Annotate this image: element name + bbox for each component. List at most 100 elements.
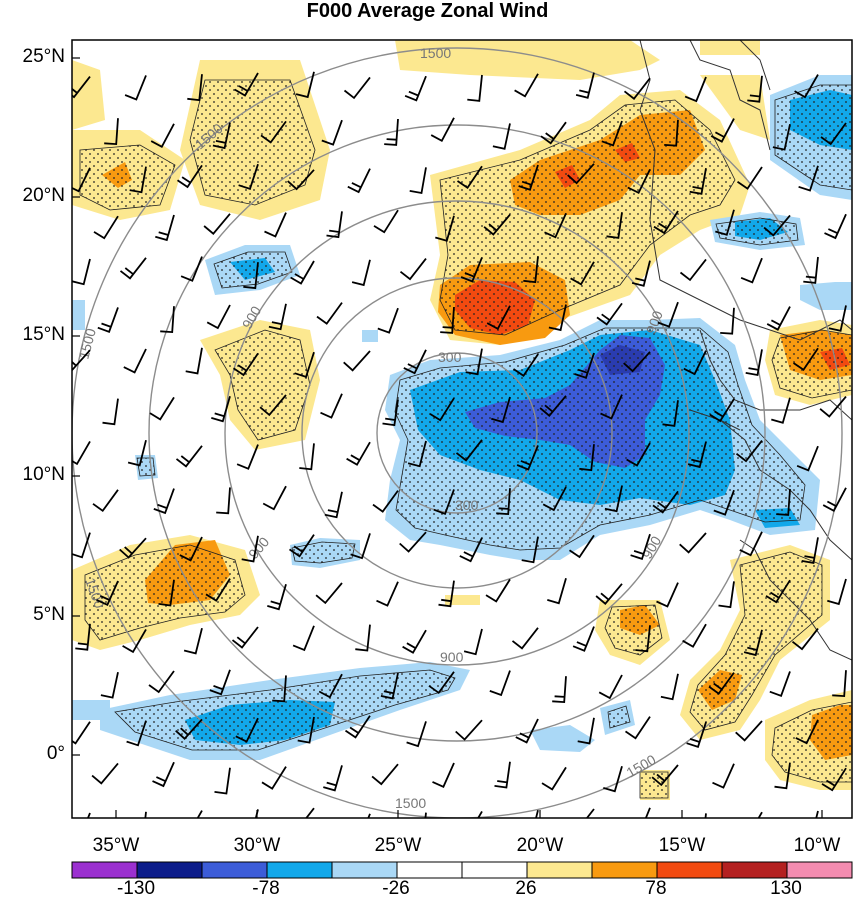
colorbar-label: -26 — [382, 878, 410, 899]
lat-label: 25°N — [22, 46, 65, 67]
wind-barb — [544, 213, 567, 239]
wind-barb — [736, 166, 763, 190]
wind-barb — [212, 122, 231, 150]
wind-barb — [343, 350, 371, 372]
wind-barb — [708, 672, 735, 695]
plot-area: 300 300 900 900 900 900 900 1500 1500 15… — [72, 40, 852, 818]
wind-barb — [735, 440, 763, 463]
wind-barb — [315, 582, 343, 605]
wind-barb — [261, 766, 287, 790]
ring-label-300-bottom: 300 — [455, 497, 479, 513]
wind-barb — [72, 721, 91, 745]
wind-barb — [259, 394, 287, 417]
wind-barb — [542, 486, 567, 512]
wind-barb — [720, 307, 735, 335]
wind-barb — [548, 304, 567, 332]
range-ring-labels: 300 300 900 900 900 900 900 1500 1500 15… — [75, 45, 665, 811]
wind-barb — [601, 120, 623, 147]
wind-barb — [297, 716, 315, 744]
wind-barb — [795, 719, 819, 745]
wind-barb — [689, 168, 707, 195]
wind-barb — [241, 535, 259, 563]
wind-barb — [579, 444, 595, 472]
wind-barb — [214, 767, 231, 795]
wind-barb — [740, 257, 763, 284]
wind-barb — [355, 624, 371, 652]
range-ring-900 — [224, 200, 690, 666]
wind-barb — [715, 209, 735, 236]
wind-barb — [232, 352, 259, 377]
wind-barb — [380, 672, 399, 700]
wind-barb — [570, 261, 595, 286]
lon-label: 35°W — [92, 835, 140, 856]
wind-barb — [97, 307, 119, 333]
wind-barb — [521, 536, 539, 564]
wind-barb — [486, 305, 511, 331]
wind-barb — [440, 306, 455, 334]
wind-barb — [124, 75, 147, 101]
wind-barb — [772, 124, 791, 151]
wind-barb — [627, 169, 651, 195]
wind-barb — [552, 676, 567, 704]
wind-barb — [739, 531, 763, 557]
wind-barb — [606, 212, 623, 239]
wind-barb — [660, 673, 679, 701]
wind-barb — [267, 583, 287, 611]
wind-barb — [796, 445, 819, 472]
wind-barb — [92, 489, 119, 513]
wind-barb — [404, 75, 427, 102]
lon-label: 15°W — [658, 835, 706, 856]
lat-label: 10°N — [22, 464, 65, 485]
wind-barb — [175, 445, 203, 468]
wind-barb — [644, 807, 651, 818]
wind-barb — [514, 73, 539, 98]
wind-barb — [428, 671, 455, 695]
wind-barb — [686, 721, 707, 749]
wind-barb — [347, 168, 371, 194]
wind-barb — [183, 627, 203, 655]
wind-barb — [399, 258, 427, 281]
lon-label: 30°W — [233, 835, 281, 856]
wind-barb — [568, 534, 595, 559]
wind-barb — [820, 122, 847, 146]
wind-barb — [743, 629, 763, 657]
wind-barb — [216, 487, 231, 515]
wind-barb — [75, 623, 91, 651]
wind-barb — [465, 348, 483, 376]
wind-barb — [712, 763, 735, 789]
wind-barb — [175, 718, 203, 740]
wind-barb — [516, 445, 539, 471]
wind-barb — [776, 488, 791, 516]
wind-barb — [766, 306, 791, 331]
colorbar-box — [266, 861, 333, 879]
wind-barb — [344, 715, 371, 739]
wind-barb — [769, 671, 791, 697]
wind-barb — [152, 761, 175, 788]
wind-barb — [651, 764, 679, 787]
wind-barb — [316, 302, 343, 325]
wind-barb — [684, 76, 707, 103]
wind-barb — [713, 489, 735, 516]
wind-barb — [821, 767, 847, 792]
wind-barb — [623, 351, 651, 373]
wind-barb — [149, 396, 175, 421]
lat-label: 15°N — [22, 324, 65, 345]
wind-barb — [384, 118, 399, 146]
wind-barb — [93, 215, 119, 240]
wind-barb — [635, 625, 651, 653]
wind-barb — [293, 807, 315, 818]
wind-barb — [377, 307, 399, 334]
wind-barb — [596, 302, 623, 326]
wind-barb — [710, 118, 735, 143]
wind-barb — [148, 670, 175, 694]
wind-barb — [399, 531, 427, 553]
wind-barb — [518, 164, 539, 191]
wind-barb — [803, 256, 819, 284]
wind-barb — [511, 627, 539, 650]
wind-barb — [382, 399, 399, 427]
wind-barb — [119, 537, 147, 559]
colorbar-box — [136, 861, 203, 879]
wind-barb — [272, 675, 287, 703]
wind-barb — [455, 719, 483, 741]
wind-barb — [350, 533, 371, 560]
